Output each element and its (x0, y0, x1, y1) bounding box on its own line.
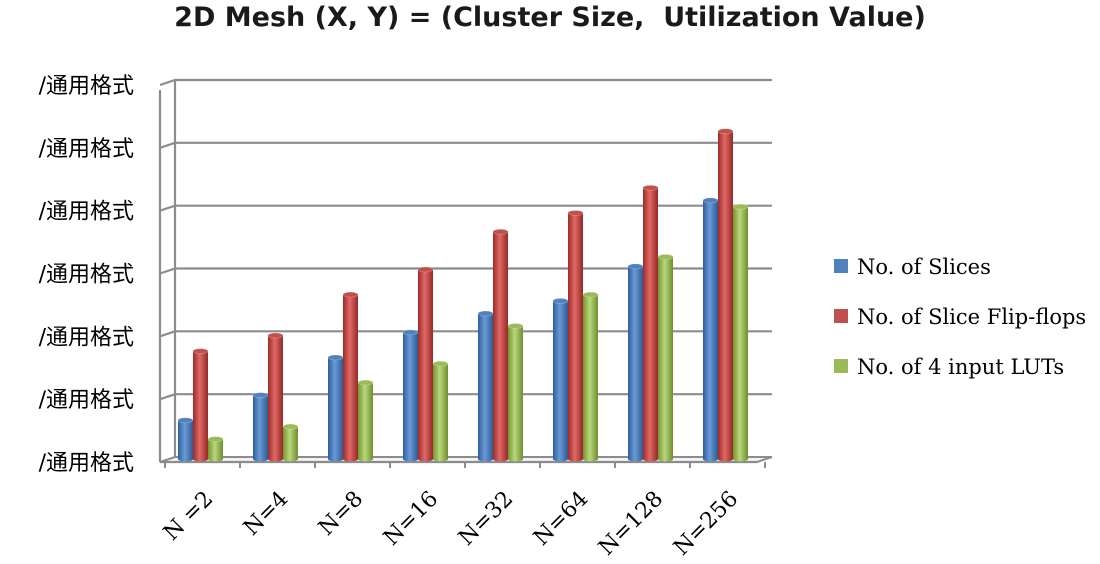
legend-label: No. of 4 input LUTs (857, 355, 1064, 379)
x-category-label: N=16 (379, 487, 443, 551)
x-axis-category-labels: N =2 N=4 N=8 N=16 N=32 N=64 N=128 N=256 (159, 487, 743, 561)
x-category-label: N =2 (159, 487, 218, 546)
bar (627, 263, 644, 462)
gridline (159, 393, 772, 401)
legend-item: No. of 4 input LUTs (834, 355, 1064, 379)
bar (177, 417, 194, 462)
x-category-label: N=256 (669, 487, 743, 561)
bar (327, 354, 344, 462)
y-tick-label: /通用格式 (39, 325, 134, 350)
legend-swatch (834, 259, 848, 273)
bar (717, 128, 734, 462)
gridline (159, 267, 772, 275)
bar (402, 329, 419, 462)
bar (282, 423, 299, 462)
bar (267, 332, 284, 462)
bar (492, 228, 509, 462)
y-tick-label: /通用格式 (39, 74, 134, 99)
bar (477, 310, 494, 462)
gridline (159, 78, 772, 87)
y-tick-label: /通用格式 (39, 451, 134, 476)
y-tick-label: /通用格式 (39, 263, 134, 288)
bar (657, 254, 674, 462)
axis-layer (158, 80, 773, 468)
legend-label: No. of Slice Flip-flops (857, 305, 1086, 329)
bar (582, 291, 599, 462)
legend: No. of Slices No. of Slice Flip-flops No. … (834, 255, 1086, 379)
bar (642, 184, 659, 462)
bar (207, 436, 224, 462)
x-category-label: N=32 (454, 487, 518, 551)
bar (357, 379, 374, 462)
chart-title: 2D Mesh (X, Y) = (Cluster Size, Utilizat… (174, 2, 926, 33)
y-tick-label: /通用格式 (39, 388, 134, 413)
x-category-label: N=8 (314, 487, 368, 541)
gridline (159, 330, 772, 338)
bar-layer (177, 128, 749, 462)
gridline (159, 141, 772, 149)
legend-swatch (834, 359, 848, 373)
bar (567, 210, 584, 462)
grid-layer (159, 78, 772, 401)
bar (417, 266, 434, 462)
y-tick-label: /通用格式 (39, 137, 134, 162)
x-category-label: N=4 (239, 487, 293, 541)
legend-item: No. of Slice Flip-flops (834, 305, 1086, 329)
legend-item: No. of Slices (834, 255, 991, 279)
bar (252, 392, 269, 462)
legend-label: No. of Slices (857, 255, 991, 279)
bar (192, 348, 209, 462)
bar (702, 197, 719, 462)
legend-swatch (834, 309, 848, 323)
y-tick-label: /通用格式 (39, 200, 134, 225)
gridline (159, 204, 772, 212)
bar (342, 291, 359, 462)
x-category-label: N=64 (529, 487, 593, 551)
bar (507, 323, 524, 462)
bar (552, 298, 569, 462)
y-axis-tick-labels: /通用格式/通用格式/通用格式/通用格式/通用格式/通用格式/通用格式 (39, 74, 134, 476)
x-category-label: N=128 (594, 487, 668, 561)
bar (732, 203, 749, 462)
bar (432, 360, 449, 462)
